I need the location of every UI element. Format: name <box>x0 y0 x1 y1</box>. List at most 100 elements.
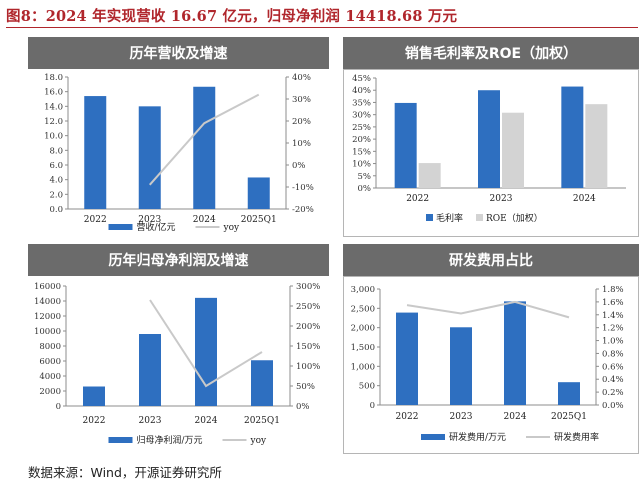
bar-rnd <box>396 312 418 405</box>
line-profit <box>149 299 263 388</box>
right-tick-label: 1.6% <box>602 298 624 308</box>
profit-chart: 0 2000 4000 6000 8000 10000 12000 14000 16000 0% 5… <box>34 282 320 446</box>
bar-rnd <box>504 301 526 405</box>
figure-title: 图8：2024 年实现营收 16.67 亿元，归母净利润 14418.68 万元 <box>6 8 458 25</box>
legend-label: 毛利率 <box>436 212 463 224</box>
panel-margin: 销售毛利率及ROE（加权） 0% 5% 10% 15% 20% 25% 30% 35% 40% 4… <box>343 37 639 237</box>
right-tick-label: 100% <box>296 362 320 372</box>
left-tick-label: 30% <box>352 111 371 121</box>
left-tick-label: 16.0 <box>44 88 63 98</box>
bar-profit <box>251 360 273 406</box>
left-tick-label: 12000 <box>34 312 61 322</box>
left-tick-label: 8.0 <box>49 146 63 156</box>
bar-roe <box>502 112 524 188</box>
legend-label: 归母净利润/万元 <box>137 434 203 446</box>
left-tick-label: 40% <box>352 86 371 96</box>
title-rule <box>6 27 638 28</box>
bar-rnd <box>450 327 472 405</box>
bar-profit <box>195 297 217 406</box>
bar-gross-margin <box>561 86 584 188</box>
left-tick-label: 14.0 <box>44 102 63 112</box>
bar-revenue <box>193 86 216 209</box>
right-tick-label: 150% <box>296 342 320 352</box>
left-tick-label: 500 <box>359 382 375 392</box>
left-tick-label: 35% <box>352 98 371 108</box>
left-tick-label: 0% <box>358 184 372 194</box>
left-tick-label: 3,000 <box>351 285 375 295</box>
left-tick-label: 12.0 <box>44 117 63 127</box>
bar-profit <box>83 386 105 406</box>
revenue-chart: 0.0 2.0 4.0 6.0 8.0 10.0 12.0 14.0 16.0 18.0 -20% -… <box>44 73 314 233</box>
bar-revenue <box>138 106 161 209</box>
right-tick-label: 250% <box>296 302 320 312</box>
left-tick-label: 20% <box>352 135 371 145</box>
legend-swatch <box>421 434 445 440</box>
right-tick-label: 0.0% <box>602 401 624 411</box>
left-tick-label: 4000 <box>39 372 61 382</box>
left-tick-label: 4.0 <box>49 176 63 186</box>
legend-swatch <box>476 214 483 221</box>
left-tick-label: 14000 <box>34 297 61 307</box>
bar-revenue <box>247 177 270 209</box>
panel-rnd-title: 研发费用占比 <box>343 244 639 276</box>
source-note: 数据来源：Wind，开源证券研究所 <box>28 465 222 480</box>
right-tick-label: 1.8% <box>602 285 624 295</box>
left-tick-label: 1,500 <box>351 343 375 353</box>
category-label: 2022 <box>84 215 107 225</box>
category-label: 2022 <box>83 416 106 426</box>
legend-swatch <box>108 437 133 443</box>
right-tick-label: 0% <box>296 402 310 412</box>
left-tick-label: 10.0 <box>44 132 63 142</box>
category-label: 2025Q1 <box>244 416 280 426</box>
line-revenue <box>149 93 260 186</box>
left-tick-label: 45% <box>352 74 371 84</box>
right-tick-label: 1.0% <box>602 337 624 347</box>
panel-profit: 历年归母净利润及增速 0 2000 4000 6000 8000 10000 12000 14… <box>28 244 329 454</box>
left-tick-label: 2.0 <box>49 190 63 200</box>
left-tick-label: 2,000 <box>351 324 375 334</box>
left-tick-label: 1,000 <box>351 362 375 372</box>
right-tick-label: 200% <box>296 322 320 332</box>
left-tick-label: 10% <box>352 160 371 170</box>
legend-label: 研发费用率 <box>554 431 599 443</box>
right-tick-label: -20% <box>292 205 314 215</box>
left-tick-label: 25% <box>352 123 371 133</box>
left-tick-label: 15% <box>352 147 371 157</box>
left-tick-label: 0 <box>370 401 375 411</box>
left-tick-label: 18.0 <box>44 73 63 83</box>
bar-gross-margin <box>478 90 500 188</box>
legend-label: ROE（加权） <box>486 212 543 224</box>
category-label: 2023 <box>139 416 162 426</box>
left-tick-label: 8000 <box>39 342 61 352</box>
category-label: 2023 <box>450 412 473 422</box>
left-tick-label: 10000 <box>34 327 61 337</box>
margin-chart: 0% 5% 10% 15% 20% 25% 30% 35% 40% 45% 2022 2023 2024… <box>352 74 626 224</box>
category-label: 2022 <box>396 412 419 422</box>
right-tick-label: 1.2% <box>602 324 624 334</box>
category-label: 2024 <box>504 412 527 422</box>
category-label: 2023 <box>490 194 513 204</box>
left-tick-label: 6.0 <box>49 161 63 171</box>
rnd-chart: 0 500 1,000 1,500 2,000 2,500 3,000 0.0% 0.2% 0.4… <box>351 285 624 443</box>
left-tick-label: 2000 <box>39 387 61 397</box>
left-tick-label: 2,500 <box>351 304 375 314</box>
panel-revenue: 历年营收及增速 0.0 2.0 4.0 6.0 8.0 10.0 12.0 14.0 16.0 1… <box>28 37 329 237</box>
legend-swatch <box>426 214 433 221</box>
right-tick-label: 50% <box>296 382 315 392</box>
category-label: 2023 <box>138 215 161 225</box>
left-tick-label: 16000 <box>34 282 61 292</box>
right-tick-label: 10% <box>292 139 311 149</box>
category-label: 2025Q1 <box>551 412 587 422</box>
right-tick-label: 0.4% <box>602 375 624 385</box>
panel-profit-title: 历年归母净利润及增速 <box>28 244 329 276</box>
left-tick-label: 0 <box>56 402 61 412</box>
bar-revenue <box>84 96 107 209</box>
bar-profit <box>139 334 161 406</box>
left-tick-label: 6000 <box>39 357 61 367</box>
category-label: 2024 <box>193 215 216 225</box>
panel-rnd: 研发费用占比 0 500 1,000 1,500 2,000 2,500 3,000 0.0%… <box>343 244 639 454</box>
legend-swatch <box>108 224 133 230</box>
category-label: 2024 <box>195 416 218 426</box>
legend-label: 研发费用/万元 <box>449 431 506 443</box>
legend-label: yoy <box>223 223 241 233</box>
